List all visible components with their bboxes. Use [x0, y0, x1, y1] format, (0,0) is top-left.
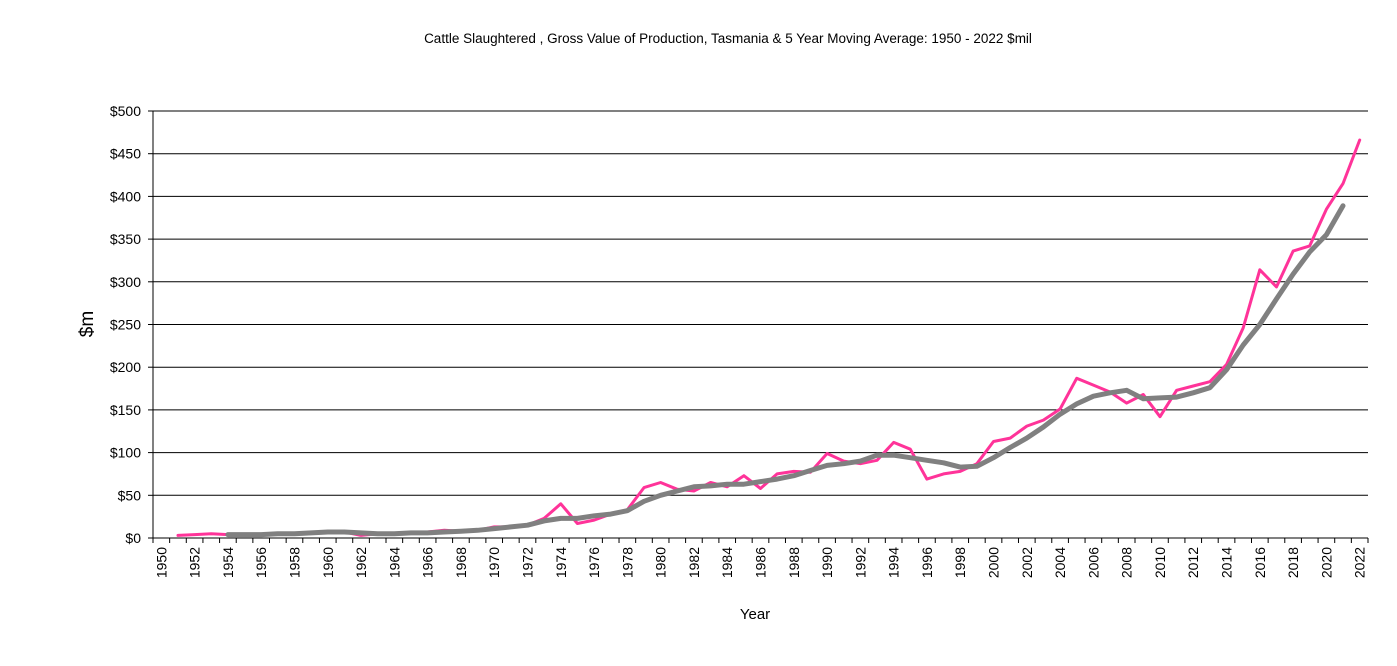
x-tick-label: 2014 — [1219, 547, 1235, 578]
y-tick-label: $350 — [110, 231, 141, 247]
y-tick-label: $0 — [125, 530, 141, 546]
x-tick-label: 1984 — [719, 547, 735, 578]
series-line-moving-average — [225, 203, 1346, 538]
y-axis: $0 $50 $100 $150 $200 $250 $300 $350 $400 $450 $50… — [110, 103, 154, 546]
x-tick-label: 2002 — [1019, 547, 1035, 578]
y-tick-label: $150 — [110, 402, 141, 418]
x-tick-label: 1976 — [586, 547, 602, 578]
y-tick-label: $200 — [110, 359, 141, 375]
chart-title: Cattle Slaughtered , Gross Value of Prod… — [424, 31, 1032, 46]
y-tick-label: $50 — [118, 487, 142, 503]
x-tick-label: 1988 — [786, 547, 802, 578]
x-tick-label: 2020 — [1318, 547, 1334, 578]
x-tick-label: 1992 — [852, 547, 868, 578]
x-tick-label: 1962 — [353, 547, 369, 578]
x-tick-label: 1968 — [453, 547, 469, 578]
x-tick-label: 1970 — [486, 547, 502, 578]
x-axis: 1950 1952 1954 1956 1958 1960 1962 1964 1966 1968… — [152, 537, 1369, 578]
x-tick-label: 2006 — [1085, 547, 1101, 578]
series-group — [176, 138, 1362, 538]
x-tick-label: 2010 — [1152, 547, 1168, 578]
x-tick-label: 1966 — [420, 547, 436, 578]
x-axis-title: Year — [740, 606, 770, 623]
x-tick-label: 2012 — [1185, 547, 1201, 578]
x-tick-label: 2004 — [1052, 547, 1068, 578]
x-tick-label: 1956 — [253, 547, 269, 578]
x-tick-label: 1952 — [187, 547, 203, 578]
gridlines — [153, 110, 1368, 496]
x-tick-label: 1978 — [619, 547, 635, 578]
x-tick-label: 1982 — [686, 547, 702, 578]
x-tick-label: 1954 — [220, 547, 236, 578]
x-tick-label: 2000 — [986, 547, 1002, 578]
x-tick-label: 1972 — [519, 547, 535, 578]
y-axis-title: $m — [77, 311, 98, 337]
x-tick-label: 1994 — [886, 547, 902, 578]
x-tick-label: 1974 — [553, 547, 569, 578]
x-tick-label: 2018 — [1285, 547, 1301, 578]
x-tick-label: 1996 — [919, 547, 935, 578]
series-line-gross-value — [176, 138, 1362, 537]
x-tick-label: 1980 — [653, 547, 669, 578]
y-tick-label: $250 — [110, 317, 141, 333]
y-tick-label: $500 — [110, 103, 141, 119]
x-tick-label: 1964 — [386, 547, 402, 578]
x-tick-label: 2022 — [1352, 547, 1368, 578]
x-tick-label: 2016 — [1252, 547, 1268, 578]
x-tick-label: 1958 — [286, 547, 302, 578]
x-tick-label: 2008 — [1119, 547, 1135, 578]
x-tick-label: 1986 — [753, 547, 769, 578]
y-tick-label: $300 — [110, 274, 141, 290]
x-tick-label: 1998 — [952, 547, 968, 578]
y-tick-label: $450 — [110, 146, 141, 162]
y-tick-label: $100 — [110, 445, 141, 461]
x-tick-label: 1960 — [320, 547, 336, 578]
y-tick-label: $400 — [110, 188, 141, 204]
x-tick-label: 1950 — [153, 547, 169, 578]
x-tick-label: 1990 — [819, 547, 835, 578]
